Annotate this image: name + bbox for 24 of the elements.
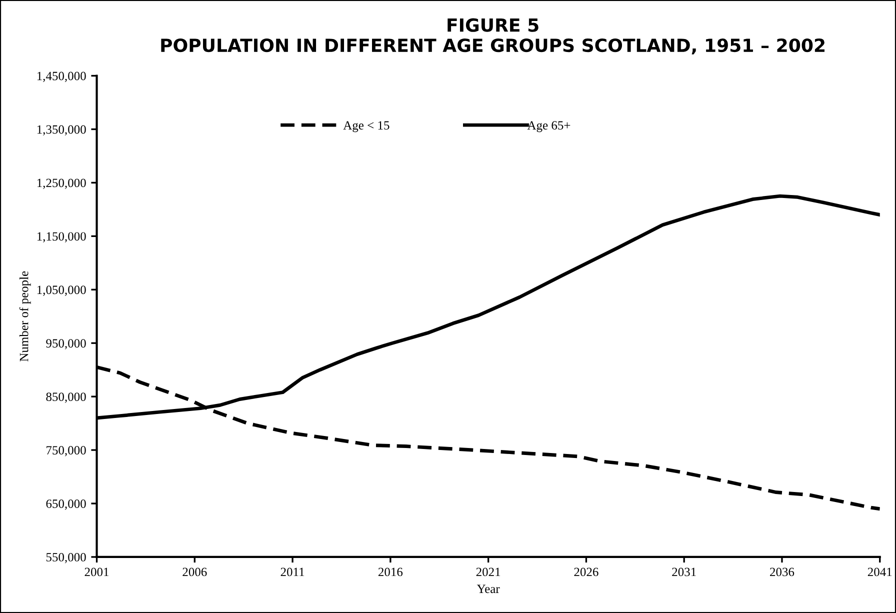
x-tick-label: 2016 — [378, 568, 403, 576]
x-tick-label: 2031 — [672, 568, 696, 576]
x-tick-label: 2021 — [476, 568, 500, 576]
x-tick-label: 2026 — [574, 568, 598, 576]
chart-title: FIGURE 5 POPULATION IN DIFFERENT AGE GROUPS SCOTLAND, 1951 – 2002 — [161, 18, 824, 54]
y-tick-label: 550,000 — [46, 552, 86, 564]
y-tick-label: 1,450,000 — [37, 72, 86, 82]
x-tick-label: 2036 — [770, 568, 794, 576]
y-tick-label: 750,000 — [46, 446, 86, 456]
x-axis-title: Year — [476, 584, 500, 594]
y-axis-title: Number of people — [19, 271, 31, 362]
x-tick-label: 2006 — [182, 568, 207, 576]
y-tick-label: 1,250,000 — [37, 178, 86, 189]
x-tick-label: 2001 — [84, 568, 109, 576]
y-tick-label: 950,000 — [46, 339, 86, 350]
x-tick-label: 2041 — [868, 568, 892, 576]
y-tick-label: 1,150,000 — [37, 232, 86, 242]
legend-label: Age 65+ — [527, 121, 570, 132]
legend-label: Age < 15 — [343, 121, 390, 132]
y-tick-label: 1,050,000 — [37, 286, 86, 296]
x-tick-label: 2011 — [280, 568, 304, 576]
y-tick-label: 1,350,000 — [37, 125, 86, 136]
y-tick-label: 850,000 — [46, 392, 86, 403]
y-tick-label: 650,000 — [46, 500, 86, 510]
